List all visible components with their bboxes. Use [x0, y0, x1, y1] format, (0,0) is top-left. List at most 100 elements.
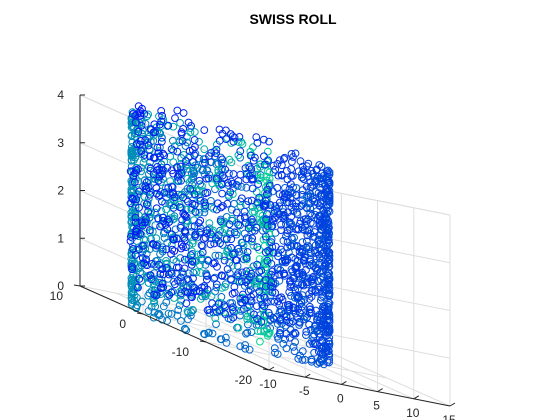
scatter-point: [307, 277, 316, 286]
scatter-point: [253, 139, 262, 147]
scatter-point: [140, 109, 149, 118]
scatter-point: [212, 174, 221, 183]
scatter-point: [227, 243, 235, 252]
scatter-point: [233, 262, 242, 270]
scatter-point: [218, 284, 226, 292]
scatter-point: [237, 138, 246, 146]
scatter-point: [128, 265, 137, 274]
scatter-point: [283, 175, 292, 184]
scatter-point: [154, 176, 163, 185]
scatter-point: [322, 167, 331, 176]
scatter-point: [242, 267, 251, 276]
scatter-point: [208, 179, 217, 188]
scatter-point: [174, 306, 183, 314]
scatter-point: [164, 184, 173, 192]
scatter-point: [198, 248, 207, 257]
scatter-point: [274, 171, 283, 180]
scatter-point: [297, 306, 306, 315]
scatter-point: [317, 344, 326, 353]
x-tick-mark: [413, 395, 420, 400]
grid-line: [268, 274, 451, 311]
scatter-point: [159, 270, 168, 279]
scatter-point: [239, 290, 247, 299]
scatter-point: [256, 294, 265, 303]
scatter-point: [155, 191, 164, 200]
scatter-point: [145, 152, 154, 161]
scatter-point: [226, 188, 235, 197]
y-tick-mark: [199, 340, 207, 343]
scatter-point: [255, 193, 264, 202]
scatter-point: [253, 170, 262, 179]
scatter-point: [270, 271, 279, 280]
scatter-point: [128, 257, 137, 265]
scatter-point: [220, 301, 229, 310]
scatter-point: [138, 126, 147, 135]
scatter-point: [150, 299, 159, 307]
scatter-point: [279, 212, 287, 221]
x-tick-mark: [268, 366, 275, 371]
scatter-point: [281, 335, 290, 344]
scatter-point: [228, 190, 237, 199]
scatter-point: [236, 311, 244, 320]
scatter-point: [276, 315, 285, 324]
scatter-point: [130, 291, 139, 300]
scatter-point: [325, 285, 334, 293]
scatter-point: [230, 228, 239, 237]
scatter-point: [244, 197, 253, 206]
scatter-point: [127, 208, 136, 217]
scatter-point: [254, 327, 262, 335]
z-tick-label: 1: [57, 231, 64, 245]
scatter-point: [262, 172, 271, 181]
scatter-point: [313, 214, 322, 223]
scatter-point: [228, 249, 236, 258]
scatter-point: [245, 345, 254, 354]
scatter-point: [130, 178, 139, 187]
scatter-point: [176, 203, 184, 212]
scatter-point: [168, 230, 176, 239]
scatter-point: [230, 199, 238, 208]
scatter-point: [247, 175, 256, 184]
scatter-point: [248, 184, 257, 193]
scatter-point: [310, 228, 319, 236]
scatter-point: [129, 175, 138, 183]
scatter-point: [263, 147, 272, 156]
scatter-point: [230, 283, 239, 291]
scatter-point: [176, 273, 185, 282]
scatter-point: [209, 204, 218, 213]
scatter-point: [324, 257, 332, 266]
scatter-point: [203, 188, 212, 197]
scatter-point: [281, 184, 289, 192]
scatter-point: [233, 228, 242, 237]
scatter-point: [323, 241, 332, 250]
scatter-point: [263, 256, 272, 265]
scatter-point: [233, 182, 242, 190]
scatter-point: [318, 179, 327, 188]
scatter-point: [144, 110, 153, 119]
scatter-point: [256, 327, 265, 336]
scatter-point: [278, 319, 286, 328]
scatter-point: [236, 202, 245, 210]
scatter-point: [152, 241, 161, 250]
scatter-point: [160, 151, 169, 160]
scatter-point: [162, 298, 171, 307]
scatter-point: [286, 283, 295, 291]
scatter-point: [247, 292, 255, 301]
scatter-point: [163, 289, 172, 298]
scatter-point: [213, 178, 222, 187]
scatter-point: [170, 247, 179, 255]
scatter-point: [175, 287, 184, 296]
scatter-point: [315, 218, 324, 227]
scatter-point: [222, 213, 231, 221]
scatter-point: [227, 275, 235, 283]
scatter-point: [194, 191, 203, 199]
scatter-point: [309, 233, 318, 241]
scatter-point: [151, 221, 160, 230]
scatter-point: [216, 217, 225, 226]
scatter-point: [228, 306, 237, 314]
scatter-point: [131, 209, 140, 218]
scatter-point: [159, 302, 168, 311]
scatter-point: [283, 198, 292, 207]
scatter-point: [279, 191, 287, 200]
scatter-point: [135, 203, 143, 212]
scatter-point: [143, 261, 152, 270]
